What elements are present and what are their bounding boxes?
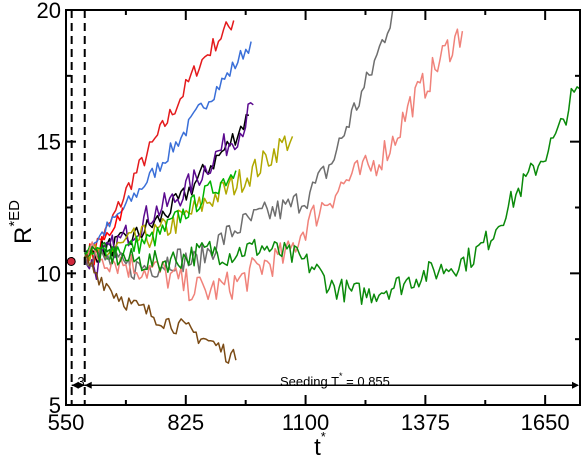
x-tick-label: 1375 (401, 410, 450, 435)
series-line-6 (83, 135, 294, 262)
interval-arrowhead-right (77, 381, 85, 389)
series-line-1 (84, 20, 235, 265)
series-line-10 (84, 86, 581, 305)
x-tick-label: 825 (167, 410, 204, 435)
annotation-layer (66, 10, 579, 405)
interval-label: 3 (77, 374, 84, 389)
y-tick-label: 5 (49, 393, 61, 418)
seeding-arrowhead-right (572, 381, 579, 389)
x-axis-title: t* (314, 429, 326, 461)
tick-layer: 550 825 1100 1375 1650 5 10 15 20 (37, 0, 580, 435)
seed-marker (66, 256, 76, 266)
series-line-2 (84, 41, 252, 253)
interval-arrowhead-left (71, 381, 79, 389)
seeding-annotation: Seeding T* = 0.855 (280, 371, 390, 389)
series-line-5 (83, 102, 254, 281)
series-line-8 (83, 9, 394, 280)
y-axis-title: R*ED (6, 200, 37, 244)
y-tick-label: 20 (37, 0, 61, 23)
x-tick-label: 1100 (282, 410, 329, 435)
x-tick-label: 550 (48, 410, 85, 435)
y-tick-label: 15 (37, 130, 61, 155)
series-layer (83, 9, 581, 364)
plot-area (66, 10, 580, 405)
seeding-arrowhead-left (84, 381, 92, 389)
x-tick-label: 1650 (521, 410, 570, 435)
series-line-11 (84, 253, 237, 364)
series-line-9 (84, 28, 464, 302)
y-tick-label: 10 (37, 261, 61, 286)
